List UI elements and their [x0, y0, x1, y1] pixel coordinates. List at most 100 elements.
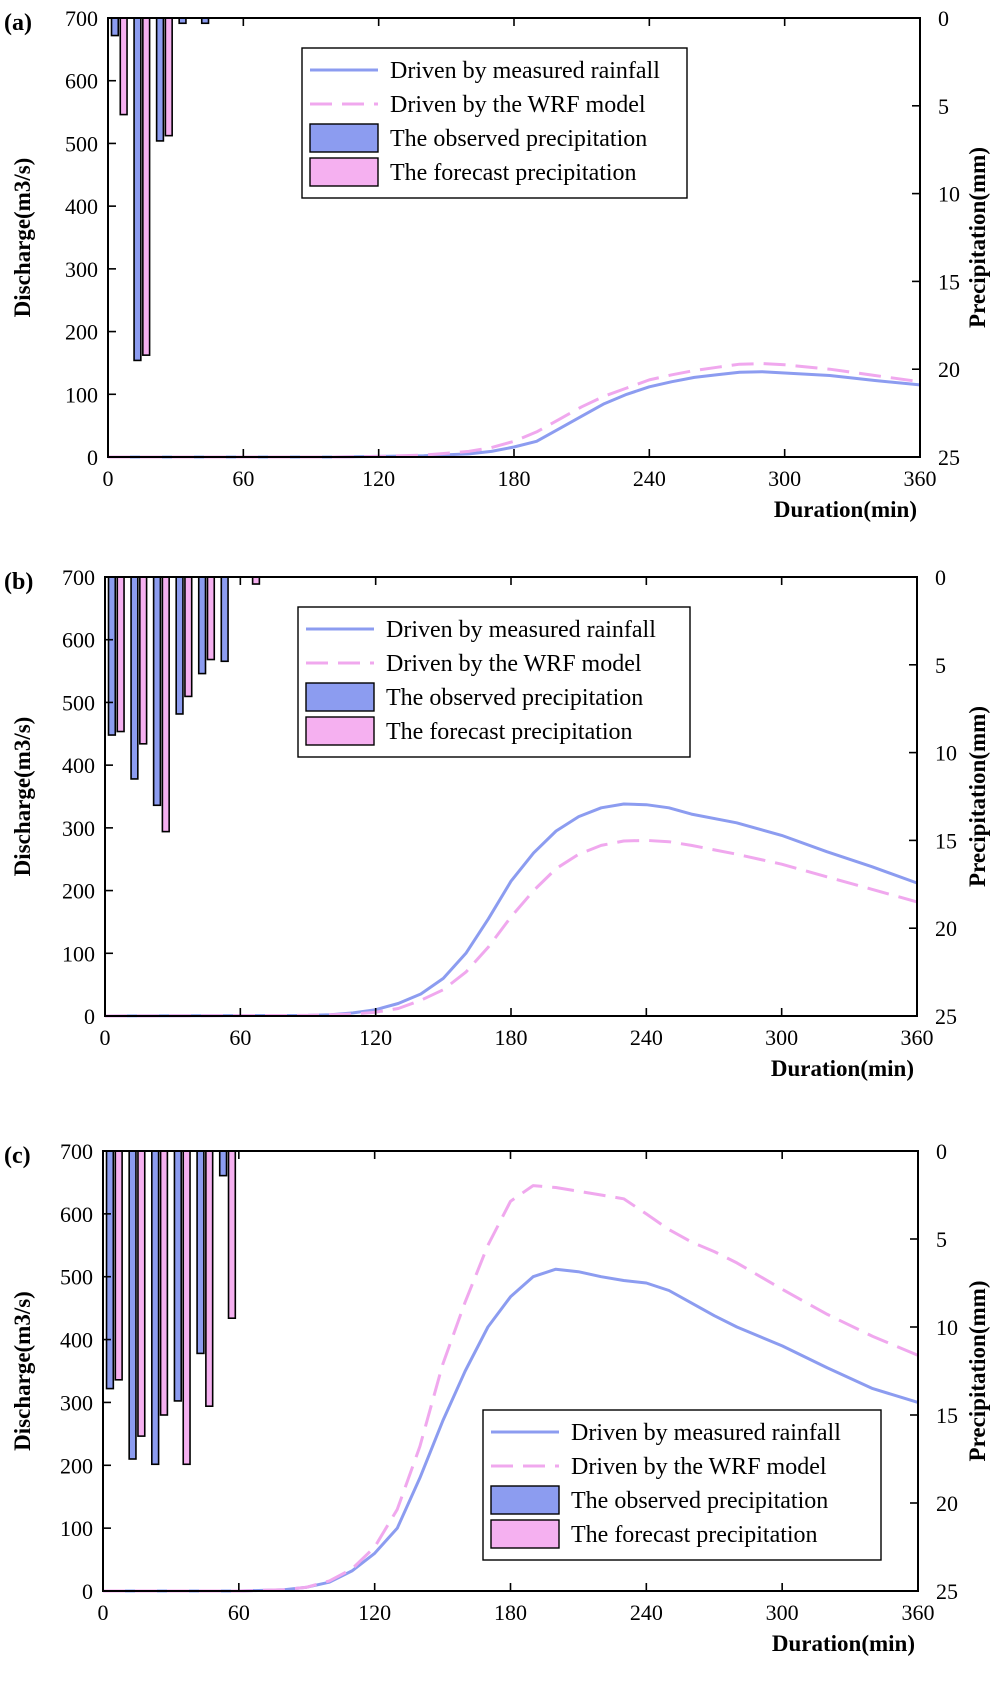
y-tick-label: 200: [60, 1453, 93, 1478]
legend: Driven by measured rainfall Driven by the…: [297, 606, 691, 758]
x-axis-label: Duration(min): [774, 497, 917, 522]
observed-precip-bar: [151, 1150, 160, 1466]
legend: Driven by measured rainfall Driven by the…: [301, 47, 688, 199]
x-tick-label: 300: [768, 466, 801, 491]
y-tick-label: 400: [60, 1328, 93, 1353]
y-tick-label: 300: [65, 257, 98, 282]
y-tick-label: 400: [62, 753, 95, 778]
x-tick-label: 60: [229, 1025, 251, 1050]
observed-precip-bar: [128, 1150, 137, 1460]
y-axis-label: Discharge(m3/s): [10, 717, 35, 877]
panel-label: (c): [4, 1143, 31, 1169]
legend-swatch-forecast: [309, 157, 379, 187]
x-tick-label: 60: [228, 1600, 250, 1625]
y2-axis-label: Precipitation(mm): [965, 706, 990, 887]
y-tick-label: 500: [60, 1265, 93, 1290]
y2-tick-label: 20: [936, 1491, 958, 1516]
x-tick-label: 120: [362, 466, 395, 491]
legend-swatch-forecast: [490, 1519, 560, 1549]
y-tick-label: 300: [60, 1390, 93, 1415]
chart-panel-1: 0 60 120 180 240 300 3600100200300400500600700…: [4, 6, 990, 522]
y-tick-label: 700: [60, 1139, 93, 1164]
observed-precip-bar: [220, 576, 229, 663]
x-tick-label: 300: [766, 1600, 799, 1625]
y-tick-label: 100: [65, 382, 98, 407]
x-tick-label: 360: [904, 466, 937, 491]
observed-precip-bar: [175, 576, 184, 715]
wrf-discharge-line: [103, 1184, 919, 1593]
y2-tick-label: 10: [935, 741, 957, 766]
x-tick-label: 180: [495, 1025, 528, 1050]
x-tick-label: 360: [901, 1025, 934, 1050]
forecast-precip-bar: [116, 576, 125, 733]
legend-label: The observed precipitation: [571, 1488, 828, 1514]
x-tick-label: 120: [359, 1025, 392, 1050]
y-tick-label: 400: [65, 194, 98, 219]
y-tick-label: 200: [62, 879, 95, 904]
legend-label: Driven by measured rainfall: [390, 58, 660, 84]
forecast-precip-bar: [159, 1150, 169, 1416]
legend-label: Driven by measured rainfall: [386, 617, 656, 643]
y2-tick-label: 10: [936, 1315, 958, 1340]
y-tick-label: 0: [82, 1579, 93, 1604]
forecast-precip-bar: [205, 1150, 214, 1407]
y-tick-label: 600: [65, 69, 98, 94]
observed-precip-bar: [196, 1150, 205, 1355]
x-axis-label: Duration(min): [771, 1056, 914, 1081]
x-tick-label: 360: [902, 1600, 935, 1625]
y-tick-label: 700: [62, 565, 95, 590]
forecast-precip-bar: [184, 576, 193, 698]
x-tick-label: 240: [630, 1025, 663, 1050]
y-tick-label: 0: [87, 445, 98, 470]
y2-tick-label: 0: [936, 1139, 947, 1164]
x-tick-label: 300: [765, 1025, 798, 1050]
chart-panel-3: 0 60 120 180 240 300 3600100200300400500600700…: [4, 1139, 990, 1656]
observed-precip-bar: [107, 576, 117, 736]
y2-tick-label: 0: [935, 565, 946, 590]
legend-label: The observed precipitation: [390, 126, 647, 152]
x-tick-label: 0: [100, 1025, 111, 1050]
observed-precip-bar: [218, 1150, 228, 1177]
y2-tick-label: 10: [938, 182, 960, 207]
x-tick-label: 240: [633, 466, 666, 491]
legend-label: Driven by measured rainfall: [571, 1420, 841, 1446]
x-tick-label: 180: [494, 1600, 527, 1625]
panel-label: (b): [4, 569, 33, 595]
y2-tick-label: 5: [936, 1227, 947, 1252]
legend-swatch-observed: [490, 1485, 560, 1515]
forecast-precip-bar: [227, 1150, 237, 1319]
y2-tick-label: 20: [935, 916, 957, 941]
measured-discharge-line: [104, 802, 918, 1018]
wrf-discharge-line: [108, 362, 921, 459]
observed-precip-bar: [152, 576, 162, 807]
x-tick-label: 240: [630, 1600, 663, 1625]
chart-panel-2: 0 60 120 180 240 300 3600100200300400500600700…: [4, 565, 990, 1081]
y-tick-label: 500: [62, 690, 95, 715]
x-tick-label: 0: [103, 466, 114, 491]
forecast-precip-bar: [119, 17, 128, 116]
measured-discharge-line: [108, 370, 921, 459]
y2-tick-label: 25: [936, 1579, 958, 1604]
observed-precip-bar: [110, 17, 120, 37]
legend-swatch-observed: [309, 123, 379, 153]
wrf-discharge-line: [104, 838, 918, 1018]
y2-tick-label: 5: [935, 653, 946, 678]
observed-precip-bar: [105, 1150, 115, 1390]
observed-precip-bar: [173, 1150, 183, 1402]
y-tick-label: 100: [60, 1516, 93, 1541]
legend: Driven by measured rainfall Driven by the…: [482, 1409, 882, 1561]
y2-tick-label: 20: [938, 357, 960, 382]
y-tick-label: 600: [60, 1202, 93, 1227]
forecast-precip-bar: [182, 1150, 191, 1466]
observed-precip-bar: [130, 576, 139, 780]
legend-label: Driven by the WRF model: [571, 1454, 827, 1480]
y2-tick-label: 5: [938, 94, 949, 119]
y2-tick-label: 15: [936, 1403, 958, 1428]
legend-label: The forecast precipitation: [571, 1522, 818, 1548]
y-tick-label: 0: [84, 1004, 95, 1029]
y2-tick-label: 15: [935, 828, 957, 853]
legend-label: The forecast precipitation: [386, 719, 633, 745]
y-tick-label: 600: [62, 628, 95, 653]
y2-tick-label: 15: [938, 269, 960, 294]
